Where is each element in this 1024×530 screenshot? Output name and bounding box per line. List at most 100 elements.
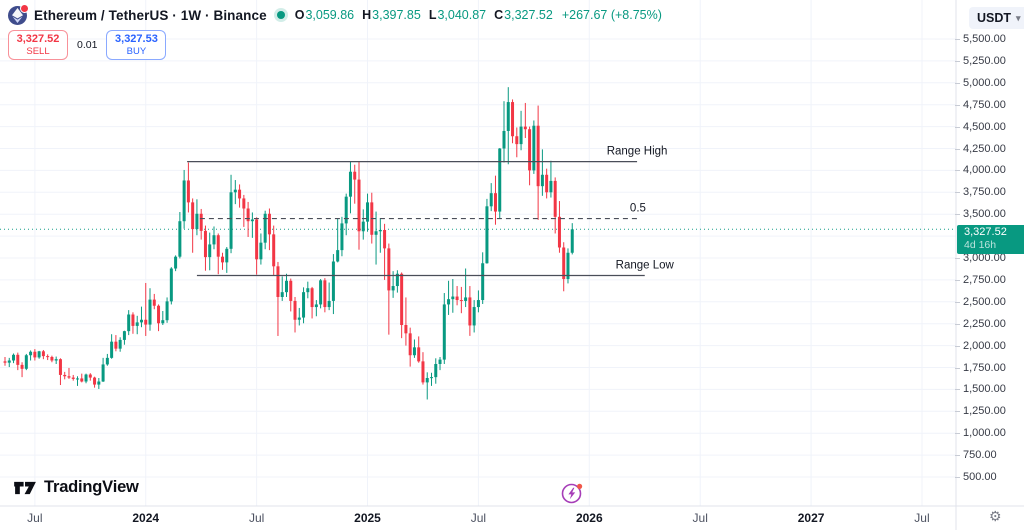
- candle: [280, 276, 284, 301]
- price-axis-label: 5,000.00: [955, 76, 1006, 89]
- open-value: 3,059.86: [305, 8, 355, 22]
- candle: [33, 349, 37, 361]
- price-axis-label: 5,250.00: [955, 54, 1006, 67]
- candle: [528, 126, 532, 186]
- candle: [468, 286, 472, 336]
- price-axis-label: 3,750.00: [955, 186, 1006, 199]
- candle: [383, 223, 387, 280]
- candle: [506, 87, 510, 165]
- candle: [549, 160, 553, 198]
- lightning-events-icon[interactable]: [561, 482, 584, 510]
- candle: [395, 270, 399, 293]
- candle: [502, 101, 506, 163]
- candle: [7, 357, 11, 368]
- sell-button[interactable]: 3,327.52 SELL: [8, 30, 68, 60]
- candle: [323, 278, 327, 313]
- candle: [374, 211, 378, 265]
- candle: [41, 349, 45, 360]
- drawing-hline-range-low[interactable]: Range Low: [196, 260, 675, 277]
- chevron-down-icon: ▾: [1016, 12, 1021, 23]
- candle: [447, 280, 451, 315]
- candle: [532, 120, 536, 174]
- chart-header: Ethereum / TetherUS · 1W · Binance O 3,05…: [8, 3, 662, 60]
- price-axis-label: 500.00: [955, 471, 997, 483]
- candle: [246, 201, 250, 237]
- bar-countdown: 4d 16h: [964, 238, 997, 251]
- candle: [208, 232, 212, 271]
- candle: [519, 110, 523, 151]
- candle: [88, 373, 92, 381]
- candle: [340, 216, 344, 257]
- candle: [122, 330, 126, 345]
- candle: [29, 350, 33, 361]
- drawing-hline-range-high[interactable]: Range High: [187, 146, 667, 163]
- trade-buttons-row: 3,327.52 SELL 0.01 3,327.53 BUY: [8, 30, 662, 60]
- candle: [545, 168, 549, 199]
- notification-dot-icon: [20, 3, 29, 13]
- candle: [46, 354, 50, 361]
- candle: [515, 127, 519, 158]
- candle: [319, 279, 323, 309]
- candle: [536, 105, 540, 220]
- candle: [438, 356, 442, 371]
- candle: [421, 352, 425, 385]
- candle: [481, 252, 485, 304]
- candle: [63, 371, 67, 380]
- tradingview-logo-text: TradingView: [44, 478, 139, 496]
- candle: [267, 208, 271, 251]
- tradingview-logo[interactable]: TradingView: [14, 478, 139, 497]
- candle: [272, 225, 276, 276]
- candle: [182, 169, 186, 229]
- buy-button[interactable]: 3,327.53 BUY: [106, 30, 167, 60]
- currency-selector-button[interactable]: USDT ▾: [969, 7, 1024, 29]
- high-label: H: [362, 8, 372, 22]
- candle: [306, 281, 310, 299]
- price-axis-label: 4,500.00: [955, 120, 1006, 133]
- candle: [425, 372, 429, 400]
- ethereum-icon[interactable]: [8, 3, 29, 25]
- symbol-title[interactable]: Ethereum / TetherUS · 1W · Binance: [34, 7, 267, 23]
- candle: [67, 367, 71, 379]
- candle: [203, 225, 207, 271]
- candle: [127, 310, 131, 336]
- price-axis-label: 1,000.00: [955, 427, 1006, 440]
- market-status-icon[interactable]: [276, 11, 285, 19]
- candle: [562, 242, 566, 292]
- candle: [135, 315, 139, 335]
- candle: [366, 193, 370, 232]
- open-label: O: [294, 8, 305, 22]
- gear-icon[interactable]: ⚙: [989, 508, 1002, 524]
- candle: [221, 252, 225, 270]
- candle: [553, 177, 557, 234]
- drawing-hline-0-5[interactable]: 0.5: [199, 203, 646, 220]
- price-axis-label: 2,750.00: [955, 273, 1006, 286]
- candle: [289, 278, 293, 312]
- candle: [161, 310, 165, 326]
- candle: [472, 300, 476, 333]
- price-axis-label: 4,250.00: [955, 142, 1006, 155]
- candle: [302, 287, 306, 324]
- candle: [493, 175, 497, 225]
- sell-price: 3,327.52: [16, 32, 60, 45]
- price-axis-label: 1,250.00: [955, 405, 1006, 418]
- price-axis-label: 1,500.00: [955, 383, 1006, 396]
- candle: [250, 212, 254, 238]
- current-price-label: 3,327.52 4d 16h: [957, 225, 1024, 255]
- candle: [238, 184, 242, 208]
- time-axis-label: Jul: [248, 511, 265, 525]
- candle: [157, 304, 161, 332]
- candle: [131, 312, 135, 334]
- candle: [84, 373, 88, 384]
- candle: [118, 337, 122, 352]
- candle: [314, 300, 318, 317]
- candle: [71, 374, 75, 381]
- candle: [148, 288, 152, 331]
- price-change: +267.67 (+8.75%): [561, 8, 662, 22]
- close-label: C: [494, 8, 504, 22]
- candle: [476, 290, 480, 313]
- candle: [430, 372, 433, 386]
- low-value: 3,040.87: [437, 8, 487, 22]
- candle: [451, 279, 455, 313]
- candle: [242, 194, 246, 227]
